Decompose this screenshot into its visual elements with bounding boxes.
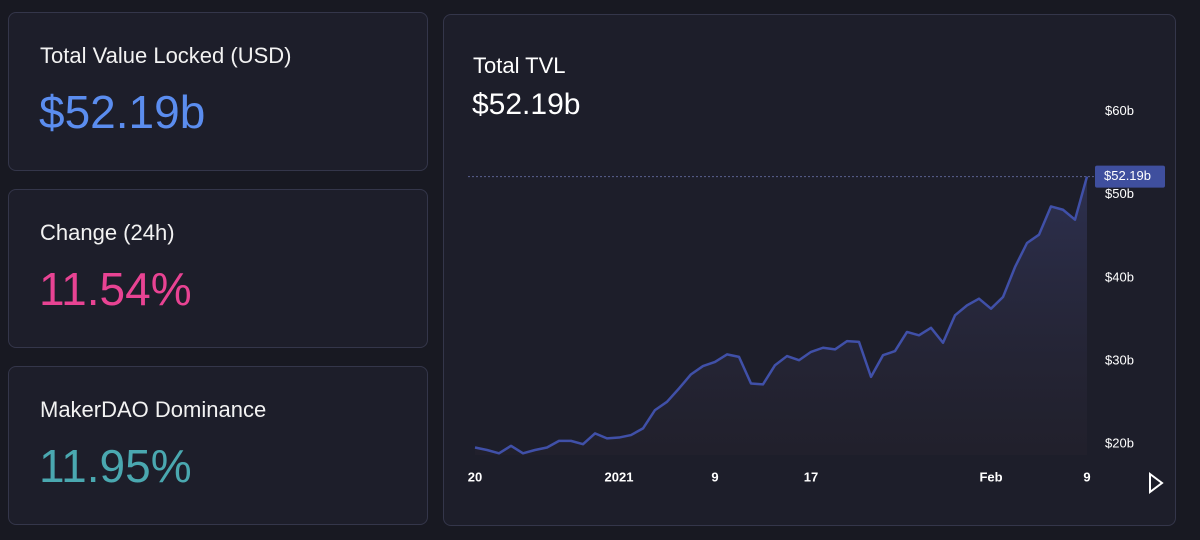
card-value: 11.54% [39, 263, 192, 315]
chart-subtitle: $52.19b [472, 88, 580, 121]
stat-card: MakerDAO Dominance 11.95% [8, 366, 428, 525]
y-tick-label: $20b [1105, 436, 1134, 451]
last-value-label: $52.19b [1104, 168, 1151, 183]
card-title: Change (24h) [40, 220, 175, 245]
card-title: MakerDAO Dominance [40, 397, 267, 422]
stat-card: Total Value Locked (USD) $52.19b [8, 12, 428, 171]
x-tick-label: Feb [979, 469, 1002, 484]
x-tick-label: 2021 [605, 469, 634, 484]
play-button[interactable] [1149, 472, 1164, 494]
card-title: Total Value Locked (USD) [40, 43, 292, 68]
y-tick-label: $60b [1105, 103, 1134, 118]
y-tick-label: $30b [1105, 352, 1134, 367]
x-tick-label: 9 [1083, 469, 1090, 484]
card-value: 11.95% [39, 440, 192, 492]
x-tick-label: 17 [804, 469, 818, 484]
chart-title: Total TVL [473, 53, 566, 78]
stat-card: Change (24h) 11.54% [8, 189, 428, 348]
card-value: $52.19b [39, 86, 206, 138]
x-tick-label: 9 [711, 469, 718, 484]
area-fill [475, 176, 1087, 455]
y-tick-label: $40b [1105, 269, 1134, 284]
line [474, 176, 1089, 455]
x-tick-label: 20 [468, 469, 482, 484]
y-tick-label: $50b [1105, 186, 1134, 201]
last-value-badge [1095, 165, 1165, 188]
